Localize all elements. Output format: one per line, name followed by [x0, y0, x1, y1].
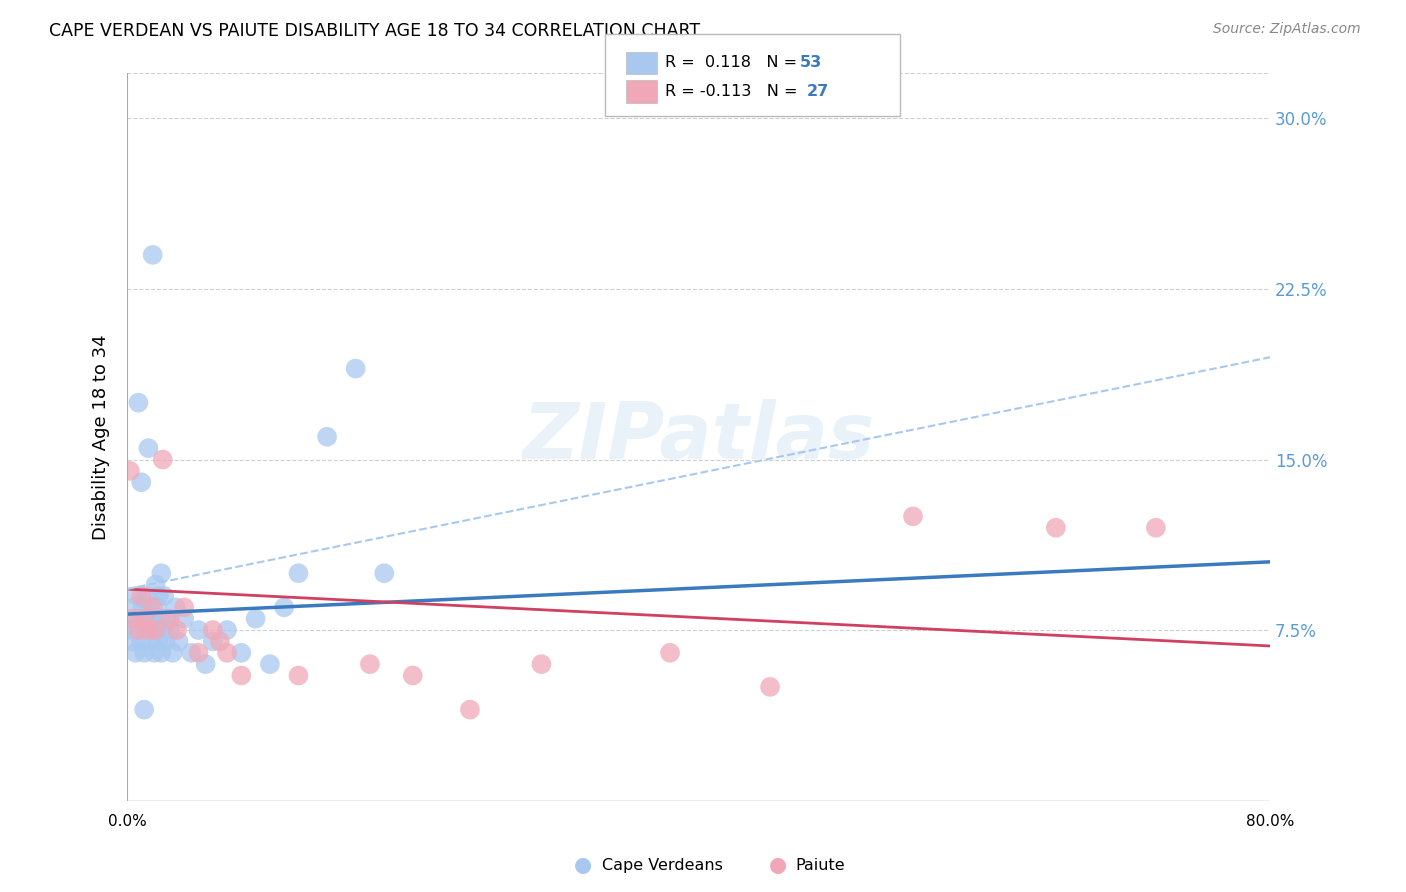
Text: 53: 53 — [800, 55, 823, 70]
Point — [316, 430, 339, 444]
Point — [458, 703, 481, 717]
Point — [194, 657, 217, 672]
Point — [129, 634, 152, 648]
Point — [215, 623, 238, 637]
Point — [153, 589, 176, 603]
Point — [146, 600, 169, 615]
Point — [121, 634, 143, 648]
Point — [201, 634, 224, 648]
Text: 80.0%: 80.0% — [1246, 814, 1295, 829]
Point — [530, 657, 553, 672]
Point — [122, 600, 145, 615]
Point — [359, 657, 381, 672]
Point — [128, 612, 150, 626]
Point — [148, 589, 170, 603]
Point — [231, 668, 253, 682]
Point — [138, 441, 160, 455]
Point — [142, 248, 165, 262]
Text: 0.0%: 0.0% — [108, 814, 146, 829]
Point — [145, 623, 167, 637]
Point — [145, 577, 167, 591]
Point — [159, 612, 181, 626]
Text: Paiute: Paiute — [796, 858, 845, 872]
Point — [122, 612, 145, 626]
Point — [187, 623, 209, 637]
Point — [129, 589, 152, 603]
Text: CAPE VERDEAN VS PAIUTE DISABILITY AGE 18 TO 34 CORRELATION CHART: CAPE VERDEAN VS PAIUTE DISABILITY AGE 18… — [49, 22, 700, 40]
Point — [138, 623, 160, 637]
Point — [127, 395, 149, 409]
Text: ●: ● — [769, 855, 786, 875]
Point — [148, 634, 170, 648]
Point — [152, 452, 174, 467]
Point — [141, 634, 163, 648]
Point — [134, 646, 156, 660]
Point — [139, 600, 162, 615]
Point — [167, 634, 190, 648]
Point — [120, 612, 142, 626]
Point — [118, 623, 141, 637]
Text: R = -0.113   N =: R = -0.113 N = — [665, 84, 803, 99]
Point — [155, 634, 177, 648]
Point — [344, 361, 367, 376]
Y-axis label: Disability Age 18 to 34: Disability Age 18 to 34 — [93, 334, 110, 540]
Point — [145, 623, 167, 637]
Text: R =  0.118   N =: R = 0.118 N = — [665, 55, 803, 70]
Point — [142, 600, 165, 615]
Point — [129, 475, 152, 490]
Point — [287, 668, 309, 682]
Text: ●: ● — [575, 855, 592, 875]
Point — [165, 600, 187, 615]
Point — [173, 612, 195, 626]
Point — [134, 612, 156, 626]
Point — [135, 612, 157, 626]
Point — [173, 600, 195, 615]
Point — [134, 703, 156, 717]
Point — [136, 589, 159, 603]
Point — [180, 646, 202, 660]
Text: Source: ZipAtlas.com: Source: ZipAtlas.com — [1213, 22, 1361, 37]
Point — [231, 646, 253, 660]
Point — [201, 623, 224, 637]
Point — [132, 600, 155, 615]
Point — [125, 589, 148, 603]
Point — [259, 657, 281, 672]
Point — [152, 623, 174, 637]
Point — [127, 623, 149, 637]
Point — [373, 566, 395, 581]
Point — [245, 612, 267, 626]
Point — [127, 623, 149, 637]
Point — [215, 646, 238, 660]
Point — [273, 600, 295, 615]
Point — [156, 612, 179, 626]
Point — [287, 566, 309, 581]
Text: Cape Verdeans: Cape Verdeans — [602, 858, 723, 872]
Point — [187, 646, 209, 660]
Point — [1045, 521, 1067, 535]
Point — [150, 566, 173, 581]
Point — [142, 612, 165, 626]
Point — [162, 646, 184, 660]
Point — [1144, 521, 1167, 535]
Point — [159, 623, 181, 637]
Point — [124, 646, 146, 660]
Point — [659, 646, 682, 660]
Point — [402, 668, 425, 682]
Point — [150, 646, 173, 660]
Point — [149, 612, 172, 626]
Point — [208, 634, 231, 648]
Point — [118, 464, 141, 478]
Point — [166, 623, 188, 637]
Point — [138, 623, 160, 637]
Point — [143, 646, 166, 660]
Point — [759, 680, 782, 694]
Text: 27: 27 — [807, 84, 830, 99]
Point — [901, 509, 924, 524]
Text: ZIPatlas: ZIPatlas — [523, 399, 875, 475]
